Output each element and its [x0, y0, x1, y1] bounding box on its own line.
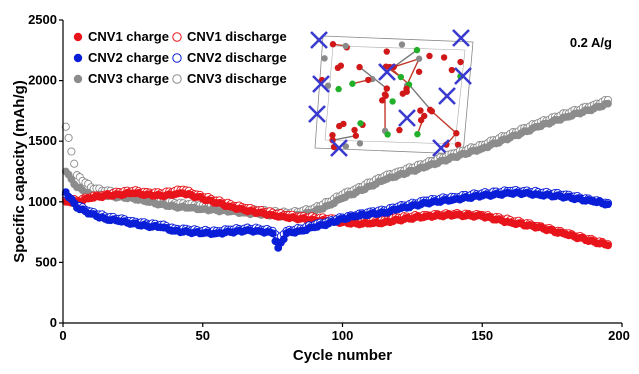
atom [329, 131, 336, 139]
bond [393, 58, 420, 68]
y-tick-label: 1500 [28, 133, 57, 148]
atom [396, 126, 403, 134]
legend-marker [172, 53, 182, 63]
octahedron-marker [432, 139, 450, 157]
atom [324, 82, 332, 89]
atom [398, 41, 406, 48]
atom [383, 48, 390, 55]
atom [336, 122, 343, 130]
atom [356, 140, 364, 147]
atom [389, 98, 396, 105]
atom [415, 55, 423, 62]
atom [342, 42, 349, 50]
series-cnv1-charge [61, 188, 612, 250]
data-point [64, 133, 73, 142]
series-cnv2-charge [61, 188, 612, 252]
axis-ticks: 0 500 1000 1500 2000 2500 0 50 100 150 200 [28, 12, 630, 343]
x-tick-label: 100 [332, 328, 354, 343]
atom [397, 73, 405, 81]
atom [448, 66, 456, 74]
octahedron-marker [438, 87, 456, 105]
atom [384, 131, 391, 138]
atom [337, 62, 345, 69]
legend-marker [73, 53, 83, 63]
octahedron-marker [312, 75, 330, 93]
y-tick-label: 0 [50, 315, 57, 330]
atom [426, 106, 434, 114]
octahedron-marker [310, 31, 328, 49]
x-tick-label: 50 [196, 328, 210, 343]
data-point [67, 147, 76, 156]
x-tick-label: 0 [59, 328, 66, 343]
data-point [604, 99, 612, 108]
atom [321, 55, 328, 62]
atom [335, 85, 342, 93]
x-axis-title: Cycle number [293, 347, 392, 364]
atom [454, 141, 462, 149]
atom [440, 54, 448, 61]
octahedron-marker [330, 139, 348, 157]
data-point [61, 122, 70, 131]
bond [332, 135, 356, 141]
atom [357, 120, 364, 127]
y-tick-label: 1000 [28, 194, 57, 209]
crystal-structure-image [308, 29, 474, 157]
data-points [61, 95, 613, 252]
legend-label: CNV2 charge [88, 50, 169, 65]
atom [414, 130, 421, 138]
octahedron-marker [398, 109, 416, 127]
bond [408, 84, 433, 112]
atom [379, 97, 386, 104]
legend-marker [73, 32, 83, 42]
legend-label: CNV2 discharge [187, 50, 287, 65]
atom [383, 85, 391, 92]
octahedron-marker [452, 29, 470, 47]
atom [403, 88, 410, 95]
legend-label: CNV3 discharge [187, 71, 287, 86]
bond [393, 49, 418, 68]
unit-cell-back [324, 45, 466, 145]
legend-label: CNV1 discharge [187, 29, 287, 44]
bond [429, 109, 457, 134]
y-tick-label: 2500 [28, 12, 57, 27]
rate-annotation: 0.2 A/g [570, 35, 612, 50]
atom [365, 76, 372, 84]
atom [413, 46, 421, 54]
legend-marker [73, 74, 83, 84]
atom [453, 130, 460, 137]
atom [415, 68, 423, 75]
atom [349, 80, 356, 87]
atom [381, 91, 389, 98]
legend-marker [172, 32, 182, 42]
octahedron-marker [308, 105, 326, 123]
atom [342, 143, 350, 150]
octahedron-marker [378, 63, 396, 81]
octahedron-marker [454, 67, 472, 85]
atom [329, 41, 337, 48]
y-tick-label: 500 [35, 254, 57, 269]
atom [351, 126, 358, 134]
atom [426, 52, 433, 60]
data-point [604, 200, 612, 209]
legend-label: CNV1 charge [88, 29, 169, 44]
data-point [604, 241, 612, 250]
series-cnv3-charge [61, 99, 612, 221]
data-point [268, 229, 277, 238]
legend: CNV1 charge CNV1 discharge CNV2 charge CNV2… [73, 29, 287, 86]
data-point [70, 159, 79, 168]
x-tick-label: 150 [471, 328, 493, 343]
y-axis-title: Specific capacity (mAh/g) [11, 80, 28, 263]
atom [421, 112, 428, 120]
atom [352, 132, 360, 139]
atom [457, 58, 464, 66]
legend-marker [172, 74, 182, 84]
x-tick-label: 200 [608, 328, 630, 343]
atom [417, 107, 424, 114]
y-tick-label: 2000 [28, 73, 57, 88]
legend-label: CNV3 charge [88, 71, 169, 86]
atom [356, 63, 363, 71]
